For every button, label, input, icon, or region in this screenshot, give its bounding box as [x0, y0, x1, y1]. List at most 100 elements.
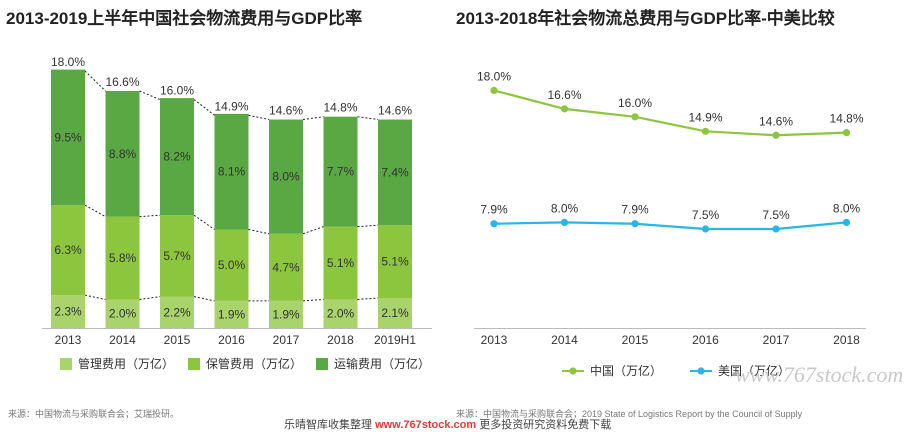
- x-tick-2013: 2013: [55, 333, 82, 347]
- right-source-note: 来源：中国物流与采购联合会；2019 State of Logistics Re…: [456, 409, 803, 419]
- point-1-2016: [701, 225, 710, 233]
- segment-label-2015-2: 8.2%: [163, 150, 191, 164]
- bar-segment-2018-1: [323, 226, 358, 300]
- connector-2-4: [302, 116, 324, 121]
- point-label-1-2016: 7.5%: [692, 208, 720, 222]
- segment-label-2018-1: 5.1%: [327, 256, 355, 270]
- total-label-2013: 18.0%: [51, 55, 85, 69]
- segment-label-2016-2: 8.1%: [218, 165, 246, 179]
- x-tick-2016: 2016: [218, 333, 245, 347]
- point-label-0-2016: 14.9%: [688, 110, 722, 124]
- x-tick-right-2014: 2014: [551, 333, 578, 347]
- point-label-1-2017: 7.5%: [762, 208, 790, 222]
- segment-label-2016-1: 5.0%: [218, 258, 246, 272]
- point-0-2013: [490, 86, 498, 94]
- connector-2-2: [193, 99, 215, 116]
- point-1-2018: [842, 218, 851, 226]
- x-tick-right-2013: 2013: [481, 333, 508, 347]
- segment-label-2014-1: 5.8%: [109, 251, 137, 265]
- segment-label-2013-1: 6.3%: [54, 243, 82, 257]
- x-tick-right-2015: 2015: [622, 333, 649, 347]
- bar-segment-2016-1: [214, 229, 249, 301]
- connector-2-0: [84, 70, 106, 92]
- segment-label-2017-1: 4.7%: [272, 260, 300, 274]
- bar-segment-2018-0: [323, 299, 358, 328]
- series-line-0: [493, 89, 847, 137]
- total-label-2015: 16.0%: [160, 84, 194, 98]
- bar-segment-2015-2: [160, 98, 194, 216]
- point-0-2015: [631, 113, 639, 121]
- legend-label-0: 管理费用（万亿）: [78, 356, 174, 371]
- segment-label-2019H1-0: 2.1%: [381, 306, 409, 320]
- segment-label-2016-0: 1.9%: [218, 307, 246, 321]
- point-label-1-2015: 7.9%: [621, 203, 649, 217]
- point-label-0-2015: 16.0%: [618, 96, 652, 110]
- point-label-1-2013: 7.9%: [480, 203, 508, 217]
- bar-segment-2014-0: [105, 299, 140, 328]
- point-1-2017: [772, 225, 780, 233]
- segment-label-2017-0: 1.9%: [272, 307, 300, 321]
- point-0-2014: [560, 105, 569, 113]
- bar-segment-2018-2: [323, 116, 358, 227]
- left-source-note: 来源：中国物流与采购联合会；艾瑞投研。: [8, 409, 180, 419]
- segment-label-2019H1-2: 7.4%: [381, 165, 409, 179]
- segment-label-2014-0: 2.0%: [109, 307, 137, 321]
- point-0-2017: [772, 131, 780, 139]
- connector-0-0: [84, 294, 106, 300]
- legend-label-right-0: 中国（万亿）: [590, 363, 662, 378]
- bar-segment-2014-1: [105, 216, 140, 300]
- bar-segment-2019H1-0: [378, 298, 412, 328]
- x-tick-2017: 2017: [273, 333, 300, 347]
- bar-segment-2014-2: [105, 90, 140, 217]
- total-label-2014: 16.6%: [105, 75, 139, 89]
- right-chart-title: 2013-2018年社会物流总费用与GDP比率-中美比较: [456, 9, 835, 28]
- connector-0-2: [193, 296, 215, 302]
- point-1-2015: [631, 220, 639, 228]
- footer-text: 乐晴智库收集整理 www.767stock.com 更多投资研究资料免费下载: [284, 419, 612, 431]
- x-tick-2019H1: 2019H1: [374, 333, 416, 347]
- legend-marker-1: [697, 367, 705, 375]
- segment-label-2015-1: 5.7%: [163, 249, 191, 263]
- legend-swatch-1: [188, 358, 200, 370]
- connector-0-4: [302, 298, 324, 302]
- point-label-1-2018: 8.0%: [833, 201, 861, 215]
- x-tick-2015: 2015: [164, 333, 191, 347]
- point-1-2014: [560, 218, 569, 226]
- point-label-0-2013: 18.0%: [477, 69, 511, 83]
- connector-0-1: [139, 296, 161, 300]
- connector-1-2: [193, 214, 215, 230]
- segment-label-2017-2: 8.0%: [272, 170, 300, 184]
- point-label-0-2014: 16.6%: [547, 88, 581, 102]
- total-label-2017: 14.6%: [269, 104, 303, 118]
- bar-segment-2017-2: [269, 119, 303, 234]
- stacked-bar-chart: 2.3% 6.3% 9.5% 18.0% 2013 2.0% 5.8% 8.8% 16.6% 20…: [42, 55, 432, 371]
- line-chart: 2013 2014 2015 2016 2017 2018 18.0% 16.6% 16.0% 1…: [474, 69, 866, 378]
- bar-segment-2015-1: [160, 215, 194, 297]
- connector-2-5: [357, 116, 379, 121]
- segment-label-2018-0: 2.0%: [327, 307, 355, 321]
- connector-1-3: [248, 228, 270, 235]
- bar-segment-2016-0: [214, 300, 249, 328]
- bar-segment-2015-0: [160, 296, 194, 328]
- total-label-2018: 14.8%: [323, 101, 357, 115]
- watermark: www.767stock.com: [735, 362, 904, 387]
- point-1-2013: [490, 220, 498, 228]
- footer-link[interactable]: www.767stock.com: [375, 419, 477, 431]
- total-label-2019H1: 14.6%: [378, 104, 412, 118]
- bar-segment-2019H1-2: [378, 119, 412, 226]
- legend-swatch-2: [316, 358, 328, 370]
- bar-segment-2013-2: [51, 69, 85, 206]
- segment-label-2014-2: 8.8%: [109, 147, 137, 161]
- bar-segment-2017-0: [269, 300, 303, 328]
- x-tick-2018: 2018: [327, 333, 354, 347]
- x-tick-right-2018: 2018: [833, 333, 860, 347]
- legend-label-2: 运输费用（万亿）: [334, 356, 430, 371]
- point-0-2016: [701, 127, 710, 135]
- legend-marker-0: [569, 367, 577, 375]
- segment-label-2013-0: 2.3%: [54, 305, 82, 319]
- x-tick-right-2017: 2017: [763, 333, 790, 347]
- left-chart-title: 2013-2019上半年中国社会物流费用与GDP比率: [6, 9, 363, 28]
- point-0-2018: [842, 129, 851, 137]
- series-line-1: [493, 221, 847, 231]
- segment-label-2018-2: 7.7%: [327, 165, 355, 179]
